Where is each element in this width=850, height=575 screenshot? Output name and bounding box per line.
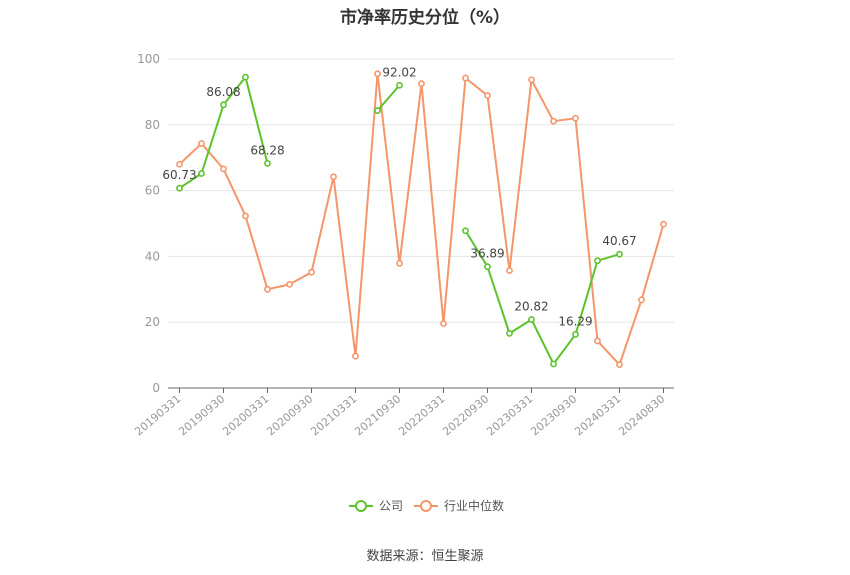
series-0: 60.73 86.08 68.28 92.02 36.89 20.82 16.29 40.67 (162, 65, 637, 368)
series-line (464, 230, 620, 365)
data-point (484, 263, 491, 271)
data-label: 92.02 (382, 65, 416, 79)
y-tick-label: 20 (145, 315, 160, 329)
series-1 (176, 70, 667, 369)
data-point (572, 331, 579, 338)
data-point (550, 360, 557, 368)
x-tick-label: 20200930 (264, 392, 315, 438)
data-point (330, 173, 337, 181)
data-point (528, 76, 535, 84)
data-point (220, 101, 227, 109)
data-point (660, 220, 667, 228)
data-point (594, 337, 601, 345)
legend-item-0: 公司 (349, 499, 403, 513)
x-tick-label: 20240830 (616, 392, 667, 438)
x-tick-label: 20210331 (308, 392, 359, 438)
data-point (352, 352, 359, 360)
data-point (374, 107, 381, 115)
data-point (484, 92, 491, 99)
data-point (616, 250, 623, 258)
data-point (242, 73, 249, 81)
data-point (198, 140, 205, 147)
x-tick-label: 20210930 (352, 392, 403, 438)
data-point (506, 267, 513, 274)
legend-swatch-marker (355, 500, 367, 512)
legend-label: 行业中位数 (444, 498, 504, 513)
y-tick-label: 0 (152, 381, 160, 395)
data-label: 60.73 (162, 168, 196, 182)
x-tick-label: 20230331 (484, 392, 535, 438)
x-tick-label: 20240331 (572, 392, 623, 438)
data-label: 86.08 (206, 85, 240, 99)
data-point (396, 81, 403, 89)
x-tick-label: 20200331 (220, 392, 271, 438)
data-point (616, 361, 623, 369)
data-point (264, 285, 271, 293)
x-tick-label: 20230930 (528, 392, 579, 438)
y-tick-label: 100 (137, 52, 160, 66)
data-point (462, 74, 469, 82)
data-point (594, 257, 601, 265)
data-point (242, 212, 249, 220)
data-point (572, 114, 579, 122)
data-point (506, 329, 513, 337)
data-point (308, 268, 315, 276)
data-point (396, 259, 403, 267)
data-label: 16.29 (558, 314, 592, 328)
data-point (462, 227, 469, 235)
data-point (638, 296, 645, 304)
y-tick-label: 60 (145, 184, 160, 198)
legend-label: 公司 (379, 499, 403, 513)
data-point (528, 316, 535, 323)
chart-source: 数据来源：恒生聚源 (366, 549, 484, 564)
series-line (376, 84, 401, 112)
data-label: 20.82 (514, 300, 548, 314)
x-tick-label: 20220331 (396, 392, 447, 438)
data-point (440, 320, 447, 327)
chart-title: 市净率历史分位（%） (339, 8, 511, 28)
legend-item-1: 行业中位数 (414, 498, 504, 513)
data-point (176, 184, 183, 192)
data-label: 40.67 (602, 234, 636, 248)
data-point (550, 117, 557, 125)
data-point (418, 80, 425, 88)
data-point (374, 70, 381, 78)
x-tick-label: 20190331 (132, 392, 183, 438)
data-point (220, 165, 227, 173)
data-point (264, 159, 271, 167)
y-tick-label: 80 (145, 118, 160, 132)
data-point (176, 160, 183, 168)
legend-swatch-marker (420, 500, 432, 512)
data-point (198, 170, 205, 177)
data-point (286, 280, 293, 288)
data-label: 68.28 (250, 143, 284, 157)
x-tick-label: 20190930 (176, 392, 227, 438)
y-tick-label: 40 (145, 249, 160, 263)
x-tick-label: 20220930 (440, 392, 491, 438)
data-label: 36.89 (470, 247, 504, 261)
